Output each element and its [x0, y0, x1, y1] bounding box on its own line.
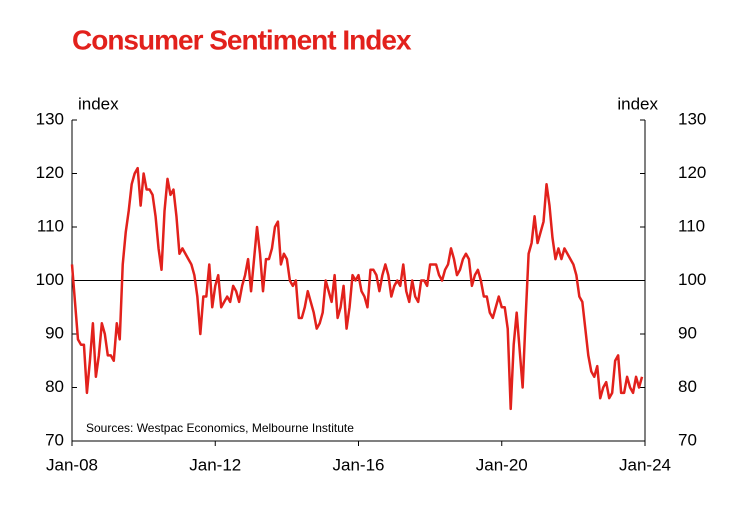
x-tick-label: Jan-16 — [333, 455, 385, 474]
y-tick-label: 80 — [45, 377, 64, 396]
series-line — [70, 166, 644, 411]
y-tick-label: 90 — [45, 323, 64, 342]
y-tick-label: 70 — [45, 430, 64, 449]
x-tick-label: Jan-12 — [189, 455, 241, 474]
y2-tick-label: 70 — [678, 430, 697, 449]
y-axis-label: index — [78, 94, 119, 113]
y-tick-label: 120 — [36, 163, 64, 182]
y2-tick-label: 110 — [678, 216, 705, 235]
y-tick-label: 110 — [37, 216, 64, 235]
y-tick-label: 100 — [36, 270, 64, 289]
source-note: Sources: Westpac Economics, Melbourne In… — [86, 421, 354, 435]
x-tick-label: Jan-08 — [46, 455, 98, 474]
y2-tick-label: 130 — [678, 109, 706, 128]
y2-axis-label: index — [617, 94, 658, 113]
x-tick-label: Jan-20 — [476, 455, 528, 474]
y2-tick-label: 120 — [678, 163, 706, 182]
chart-title: Consumer Sentiment Index — [72, 24, 412, 55]
y2-tick-label: 90 — [678, 323, 697, 342]
y2-tick-label: 80 — [678, 377, 697, 396]
x-tick-label: Jan-24 — [619, 455, 671, 474]
y-tick-label: 130 — [36, 109, 64, 128]
y2-tick-label: 100 — [678, 270, 706, 289]
